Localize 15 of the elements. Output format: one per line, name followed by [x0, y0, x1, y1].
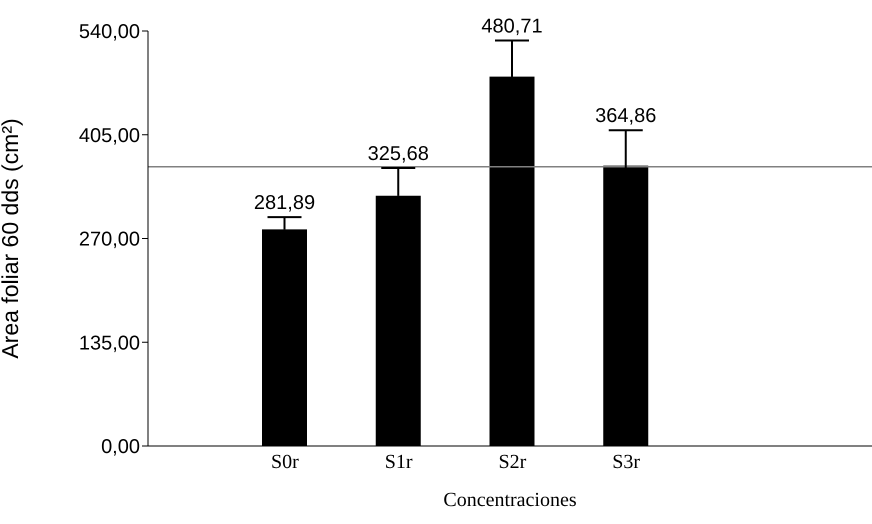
x-tick-label: S2r — [498, 451, 527, 474]
y-tick-label: 0,00 — [101, 436, 140, 458]
y-tick-label: 135,00 — [78, 332, 140, 354]
data-label: 325,68 — [368, 143, 429, 166]
x-tick-label: S0r — [270, 451, 300, 474]
x-axis-title: Concentraciones — [443, 489, 577, 511]
data-label: 480,71 — [481, 15, 543, 38]
y-axis-title: Area foliar 60 dds (cm²) — [0, 118, 24, 359]
x-tick-label: S3r — [612, 451, 640, 474]
data-label: 281,89 — [254, 192, 316, 214]
data-label: 364,86 — [595, 105, 656, 128]
x-tick-label: S1r — [384, 451, 413, 474]
y-tick-label: 270,00 — [78, 228, 140, 251]
y-tick-label: 540,00 — [78, 21, 140, 44]
y-tick-label: 405,00 — [78, 124, 140, 147]
